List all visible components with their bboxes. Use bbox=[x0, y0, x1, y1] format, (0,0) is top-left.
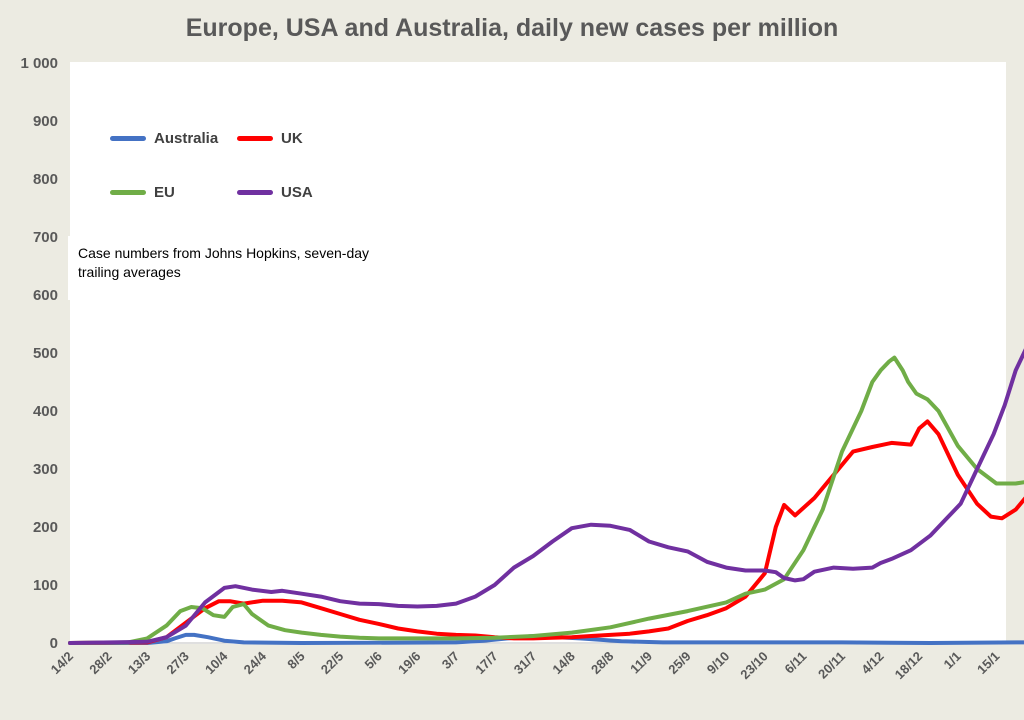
series-line-uk bbox=[68, 419, 1024, 645]
legend-label-eu: EU bbox=[154, 184, 175, 201]
x-axis: 14/2 28/2 13/3 27/3 10/4 24/4 8/5 22/5 5/6 19/6 3/… bbox=[48, 642, 1006, 683]
x-tick-label: 25/9 bbox=[665, 649, 694, 678]
x-tick-label: 4/12 bbox=[858, 649, 887, 678]
legend-label-usa: USA bbox=[281, 184, 313, 201]
y-tick-label: 100 bbox=[33, 577, 58, 594]
x-tick-label: 15/1 bbox=[974, 649, 1003, 678]
y-tick-label: 300 bbox=[33, 461, 58, 478]
x-tick-label: 6/11 bbox=[782, 649, 810, 677]
legend-label-australia: Australia bbox=[154, 130, 219, 147]
legend-label-uk: UK bbox=[281, 130, 303, 147]
series-line-eu bbox=[68, 355, 1024, 645]
legend-item-australia: Australia bbox=[110, 130, 218, 147]
x-tick-label: 5/6 bbox=[362, 649, 385, 672]
x-tick-label: 17/7 bbox=[472, 649, 501, 678]
chart-note: Case numbers from Johns Hopkins, seven-d… bbox=[68, 236, 386, 300]
y-tick-label: 600 bbox=[33, 287, 58, 304]
legend-item-uk: UK bbox=[237, 130, 303, 147]
y-tick-label: 1 000 bbox=[20, 55, 58, 72]
x-tick-label: 13/3 bbox=[125, 649, 154, 678]
y-tick-label: 900 bbox=[33, 113, 58, 130]
legend-swatch-usa bbox=[237, 190, 273, 195]
x-tick-label: 11/9 bbox=[627, 649, 655, 677]
y-tick-label: 400 bbox=[33, 403, 58, 420]
series-lines bbox=[68, 348, 1024, 645]
y-tick-label: 200 bbox=[33, 519, 58, 536]
y-tick-label: 0 bbox=[50, 635, 58, 652]
x-tick-label: 20/11 bbox=[815, 649, 848, 682]
x-tick-label: 27/3 bbox=[163, 649, 192, 678]
legend-swatch-uk bbox=[237, 136, 273, 141]
legend: Australia UK EU USA bbox=[92, 118, 347, 226]
x-tick-label: 22/5 bbox=[318, 649, 347, 678]
x-tick-label: 14/2 bbox=[48, 649, 77, 678]
chart-title: Europe, USA and Australia, daily new cas… bbox=[185, 14, 839, 42]
legend-swatch-australia bbox=[110, 136, 146, 141]
y-tick-label: 700 bbox=[33, 229, 58, 246]
x-tick-label: 19/6 bbox=[395, 649, 424, 678]
x-tick-label: 8/5 bbox=[284, 649, 307, 672]
legend-item-usa: USA bbox=[237, 184, 313, 201]
x-tick-label: 24/4 bbox=[241, 648, 270, 677]
x-tick-label: 9/10 bbox=[704, 649, 733, 678]
legend-swatch-eu bbox=[110, 190, 146, 195]
series-line-usa bbox=[68, 348, 1024, 645]
x-tick-label: 18/12 bbox=[892, 649, 926, 683]
y-axis: 0 100 200 300 400 500 600 700 800 900 1 000 bbox=[20, 55, 58, 652]
x-tick-label: 31/7 bbox=[511, 649, 540, 678]
y-tick-label: 500 bbox=[33, 345, 58, 362]
x-tick-label: 1/1 bbox=[941, 649, 964, 672]
legend-item-eu: EU bbox=[110, 184, 175, 201]
x-tick-label: 3/7 bbox=[439, 649, 462, 672]
series-line-australia bbox=[68, 632, 1024, 645]
x-tick-label: 28/2 bbox=[86, 649, 115, 678]
x-tick-label: 14/8 bbox=[549, 649, 578, 678]
x-tick-label: 10/4 bbox=[202, 648, 231, 677]
y-tick-label: 800 bbox=[33, 171, 58, 188]
x-tick-label: 28/8 bbox=[588, 649, 617, 678]
x-tick-label: 23/10 bbox=[737, 649, 771, 683]
